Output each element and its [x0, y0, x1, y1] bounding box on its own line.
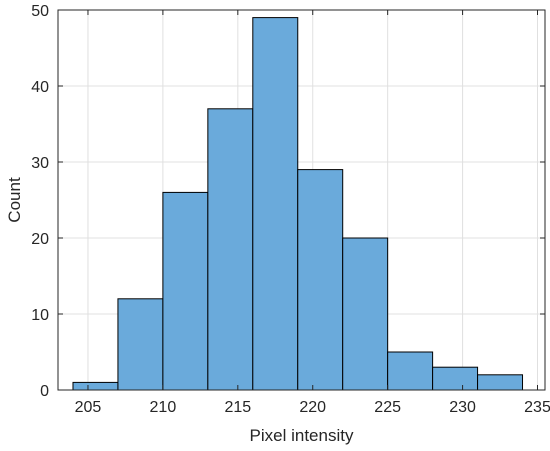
ticks-layer: 205 210 215 220 225 230 235 0 10 20 30 40 50 — [31, 3, 550, 416]
y-tick-label: 30 — [31, 155, 49, 172]
histogram-bar — [252, 17, 299, 391]
histogram-bar — [297, 169, 344, 391]
y-tick-label: 10 — [31, 307, 49, 324]
histogram-bar — [342, 237, 389, 391]
y-tick-label: 20 — [31, 231, 49, 248]
y-tick-label: 50 — [31, 3, 49, 20]
histogram-bar — [72, 381, 119, 391]
y-tick-label: 40 — [31, 79, 49, 96]
x-axis-title: Pixel intensity — [250, 426, 354, 445]
y-tick-label: 0 — [40, 383, 49, 400]
x-tick-label: 215 — [224, 399, 251, 416]
histogram-bar — [162, 191, 209, 391]
histogram-bar — [477, 374, 524, 391]
x-tick-label: 235 — [524, 399, 550, 416]
x-tick-label: 205 — [75, 399, 102, 416]
bars-layer — [72, 17, 524, 391]
x-tick-label: 220 — [299, 399, 326, 416]
histogram-bar — [387, 351, 434, 391]
x-tick-label: 225 — [374, 399, 401, 416]
plot-frame — [57, 9, 546, 391]
x-tick-label: 210 — [150, 399, 177, 416]
histogram-bar — [207, 108, 254, 391]
x-tick-label: 230 — [449, 399, 476, 416]
y-axis-title: Count — [5, 177, 24, 223]
histogram-bar — [432, 366, 479, 391]
histogram-bar — [117, 298, 164, 391]
